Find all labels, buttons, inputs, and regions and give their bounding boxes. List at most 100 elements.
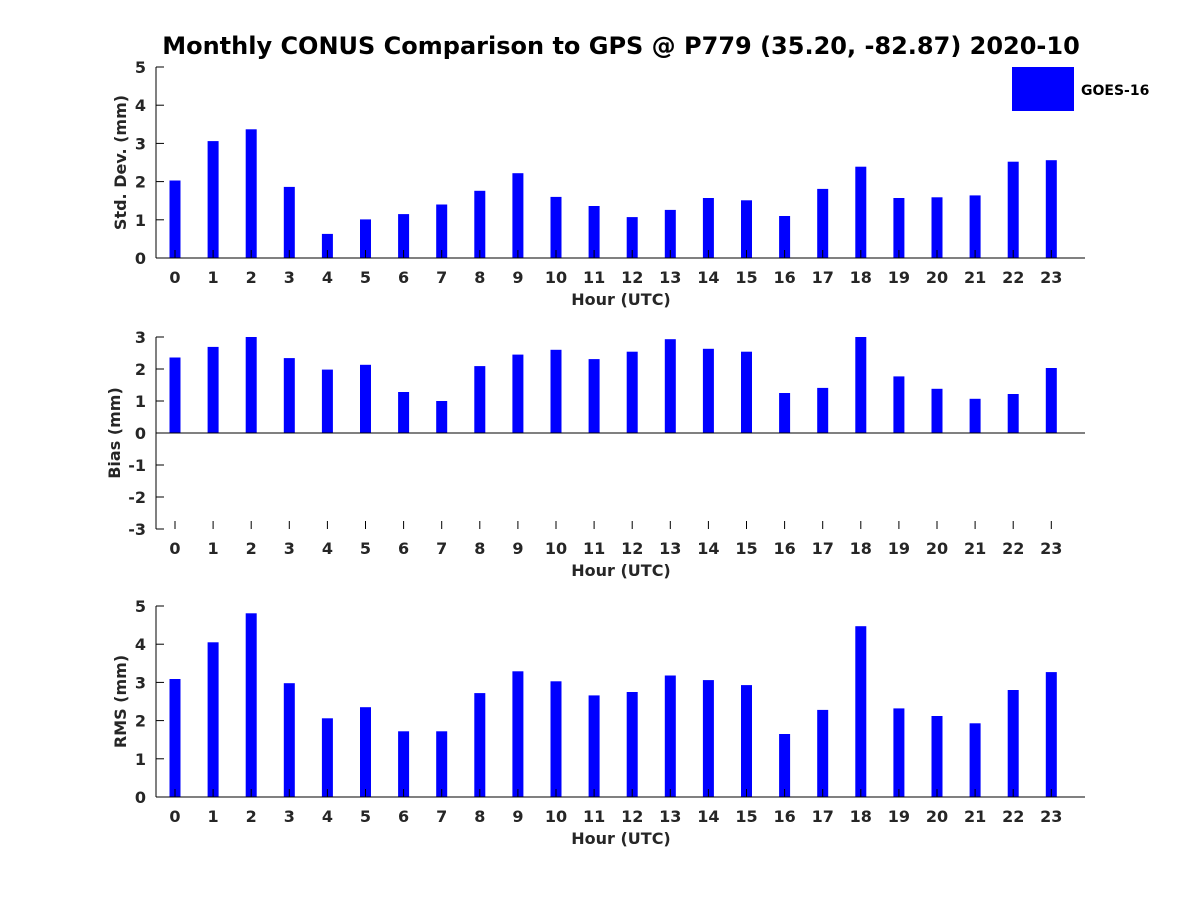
bar-hour-0 bbox=[169, 679, 181, 797]
y-axis-label: Std. Dev. (mm) bbox=[111, 95, 130, 230]
x-axis-label: Hour (UTC) bbox=[571, 829, 671, 848]
x-tick-label: 5 bbox=[360, 539, 371, 558]
bar-hour-23 bbox=[1045, 160, 1057, 258]
bar-hour-4 bbox=[321, 369, 333, 433]
x-tick-label: 17 bbox=[812, 539, 834, 558]
y-tick-label: 4 bbox=[135, 96, 146, 115]
x-tick-label: 6 bbox=[398, 268, 409, 287]
bar-hour-2 bbox=[245, 337, 257, 433]
bar-hour-23 bbox=[1045, 368, 1057, 433]
x-tick-label: 12 bbox=[621, 807, 643, 826]
bar-hour-17 bbox=[817, 709, 829, 797]
bar-hour-19 bbox=[893, 198, 905, 258]
x-tick-label: 14 bbox=[697, 539, 719, 558]
bar-hour-15 bbox=[741, 200, 752, 258]
bar-hour-2 bbox=[245, 613, 257, 797]
legend: GOES-16 bbox=[1012, 67, 1149, 111]
x-tick-label: 10 bbox=[545, 268, 567, 287]
bar-hour-14 bbox=[702, 198, 714, 258]
x-tick-label: 16 bbox=[773, 539, 795, 558]
bar-hour-20 bbox=[931, 388, 943, 433]
x-tick-label: 3 bbox=[284, 268, 295, 287]
bar-hour-12 bbox=[626, 351, 638, 433]
bar-hour-13 bbox=[664, 339, 676, 433]
bar-hour-4 bbox=[321, 718, 333, 797]
x-tick-label: 14 bbox=[697, 268, 719, 287]
x-tick-label: 10 bbox=[545, 539, 567, 558]
x-tick-label: 1 bbox=[208, 807, 219, 826]
bar-hour-22 bbox=[1007, 394, 1019, 433]
x-tick-label: 3 bbox=[284, 807, 295, 826]
x-tick-label: 13 bbox=[659, 268, 681, 287]
bar-hour-15 bbox=[741, 685, 752, 797]
x-tick-label: 4 bbox=[322, 268, 333, 287]
x-tick-label: 11 bbox=[583, 268, 605, 287]
bar-hour-19 bbox=[893, 708, 905, 797]
y-tick-label: 1 bbox=[135, 211, 146, 230]
x-tick-label: 8 bbox=[474, 807, 485, 826]
x-tick-label: 19 bbox=[888, 807, 910, 826]
bar-hour-9 bbox=[512, 173, 524, 258]
bar-hour-17 bbox=[817, 387, 829, 433]
x-tick-label: 9 bbox=[512, 268, 523, 287]
x-tick-label: 15 bbox=[735, 268, 757, 287]
x-tick-label: 23 bbox=[1040, 268, 1062, 287]
bar-hour-4 bbox=[321, 233, 333, 258]
bar-hour-0 bbox=[169, 357, 181, 433]
bar-hour-17 bbox=[817, 188, 829, 258]
bar-hour-16 bbox=[779, 216, 791, 258]
bar-hour-11 bbox=[588, 206, 600, 258]
bar-hour-7 bbox=[436, 731, 448, 797]
y-tick-label: 3 bbox=[135, 134, 146, 153]
bar-hour-13 bbox=[664, 209, 676, 258]
y-tick-label: 0 bbox=[135, 424, 146, 443]
x-tick-label: 15 bbox=[735, 539, 757, 558]
bar-hour-3 bbox=[283, 186, 295, 258]
legend-swatch bbox=[1012, 67, 1074, 111]
x-tick-label: 6 bbox=[398, 539, 409, 558]
y-axis-label: RMS (mm) bbox=[111, 655, 130, 748]
x-tick-label: 0 bbox=[169, 807, 180, 826]
y-tick-label: 2 bbox=[135, 173, 146, 192]
x-tick-label: 12 bbox=[621, 268, 643, 287]
x-tick-label: 15 bbox=[735, 807, 757, 826]
y-tick-label: 3 bbox=[135, 673, 146, 692]
legend-label: GOES-16 bbox=[1081, 83, 1149, 99]
bar-hour-8 bbox=[474, 693, 486, 797]
x-tick-label: 11 bbox=[583, 539, 605, 558]
x-tick-label: 0 bbox=[169, 539, 180, 558]
x-tick-label: 21 bbox=[964, 268, 986, 287]
x-tick-label: 17 bbox=[812, 268, 834, 287]
bar-hour-7 bbox=[436, 204, 448, 258]
x-tick-label: 13 bbox=[659, 539, 681, 558]
bar-hour-9 bbox=[512, 354, 524, 433]
x-tick-label: 22 bbox=[1002, 268, 1024, 287]
bar-hour-2 bbox=[245, 129, 257, 258]
y-tick-label: 1 bbox=[135, 750, 146, 769]
x-tick-label: 6 bbox=[398, 807, 409, 826]
bar-hour-14 bbox=[702, 680, 714, 797]
x-tick-label: 20 bbox=[926, 268, 948, 287]
y-tick-label: 0 bbox=[135, 249, 146, 268]
x-tick-label: 21 bbox=[964, 807, 986, 826]
bar-hour-19 bbox=[893, 376, 905, 433]
bar-hour-10 bbox=[550, 681, 562, 797]
x-tick-label: 7 bbox=[436, 268, 447, 287]
bar-hour-11 bbox=[588, 695, 600, 797]
chart-title: Monthly CONUS Comparison to GPS @ P779 (… bbox=[162, 32, 1080, 60]
x-tick-label: 18 bbox=[850, 807, 872, 826]
bar-hour-21 bbox=[969, 723, 981, 797]
bar-hour-3 bbox=[283, 358, 295, 433]
bar-hour-9 bbox=[512, 671, 524, 797]
y-tick-label: 2 bbox=[135, 712, 146, 731]
x-tick-label: 10 bbox=[545, 807, 567, 826]
bar-hour-1 bbox=[207, 141, 219, 258]
bar-hour-11 bbox=[588, 359, 600, 433]
y-tick-label: -3 bbox=[128, 520, 146, 539]
x-tick-label: 2 bbox=[246, 807, 257, 826]
x-tick-label: 17 bbox=[812, 807, 834, 826]
y-axis-label: Bias (mm) bbox=[105, 387, 124, 479]
